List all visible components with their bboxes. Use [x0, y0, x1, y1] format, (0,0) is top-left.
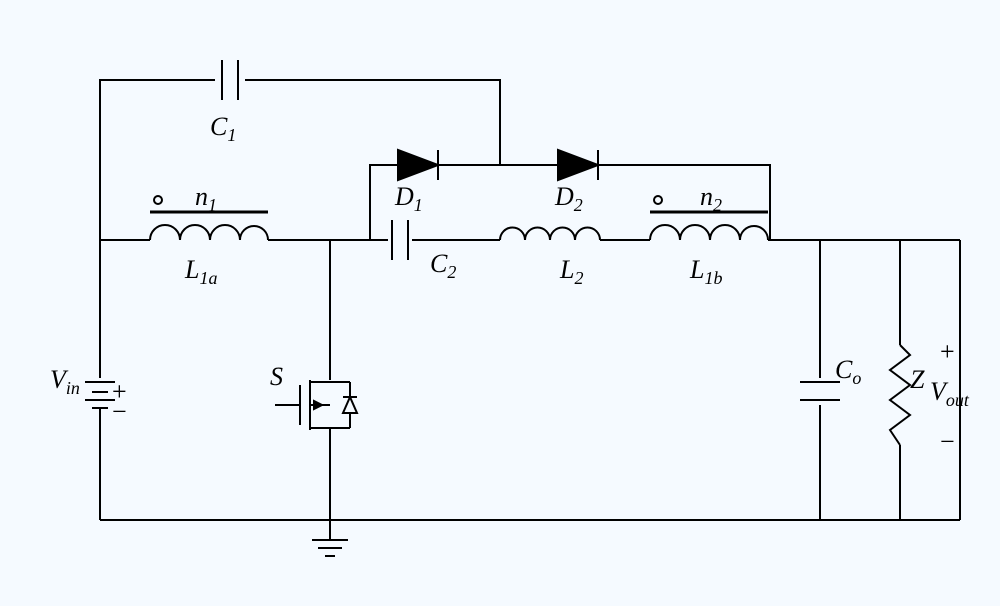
- s-label: S: [270, 362, 283, 391]
- circuit-canvas: Vin + − C1 n1 L1a: [0, 0, 1000, 606]
- c2-capacitor: [392, 220, 408, 260]
- l1a-inductor: [150, 212, 268, 240]
- z-load: [890, 345, 910, 445]
- c2-label: C2: [430, 249, 456, 282]
- d1-diode: [398, 150, 448, 180]
- vout-label: Vout: [930, 377, 970, 410]
- d2-label: D2: [554, 182, 583, 215]
- co-capacitor: [800, 382, 840, 400]
- c1-label: C1: [210, 112, 236, 145]
- vin-source: [85, 382, 115, 408]
- l2-label: L2: [559, 255, 583, 288]
- vin-label: Vin: [50, 365, 80, 398]
- c1-capacitor: [222, 60, 238, 100]
- co-label: Co: [835, 355, 861, 388]
- d2-diode: [558, 150, 608, 180]
- l1b-dot: [654, 196, 662, 204]
- mosfet-s: [275, 370, 357, 435]
- z-label: Z: [910, 365, 925, 394]
- ground-symbol: [312, 520, 348, 556]
- vout-plus: +: [940, 337, 955, 366]
- circuit-svg: Vin + − C1 n1 L1a: [0, 0, 1000, 606]
- n2-label: n2: [700, 182, 722, 215]
- l1b-inductor: [650, 212, 768, 240]
- l1a-label: L1a: [184, 255, 217, 288]
- l1b-label: L1b: [689, 255, 722, 288]
- d1-label: D1: [394, 182, 423, 215]
- vin-minus: −: [112, 397, 127, 426]
- l1a-dot: [154, 196, 162, 204]
- l2-inductor: [500, 227, 600, 240]
- vout-minus: −: [940, 427, 955, 456]
- wires: [100, 80, 960, 520]
- n1-label: n1: [195, 182, 217, 215]
